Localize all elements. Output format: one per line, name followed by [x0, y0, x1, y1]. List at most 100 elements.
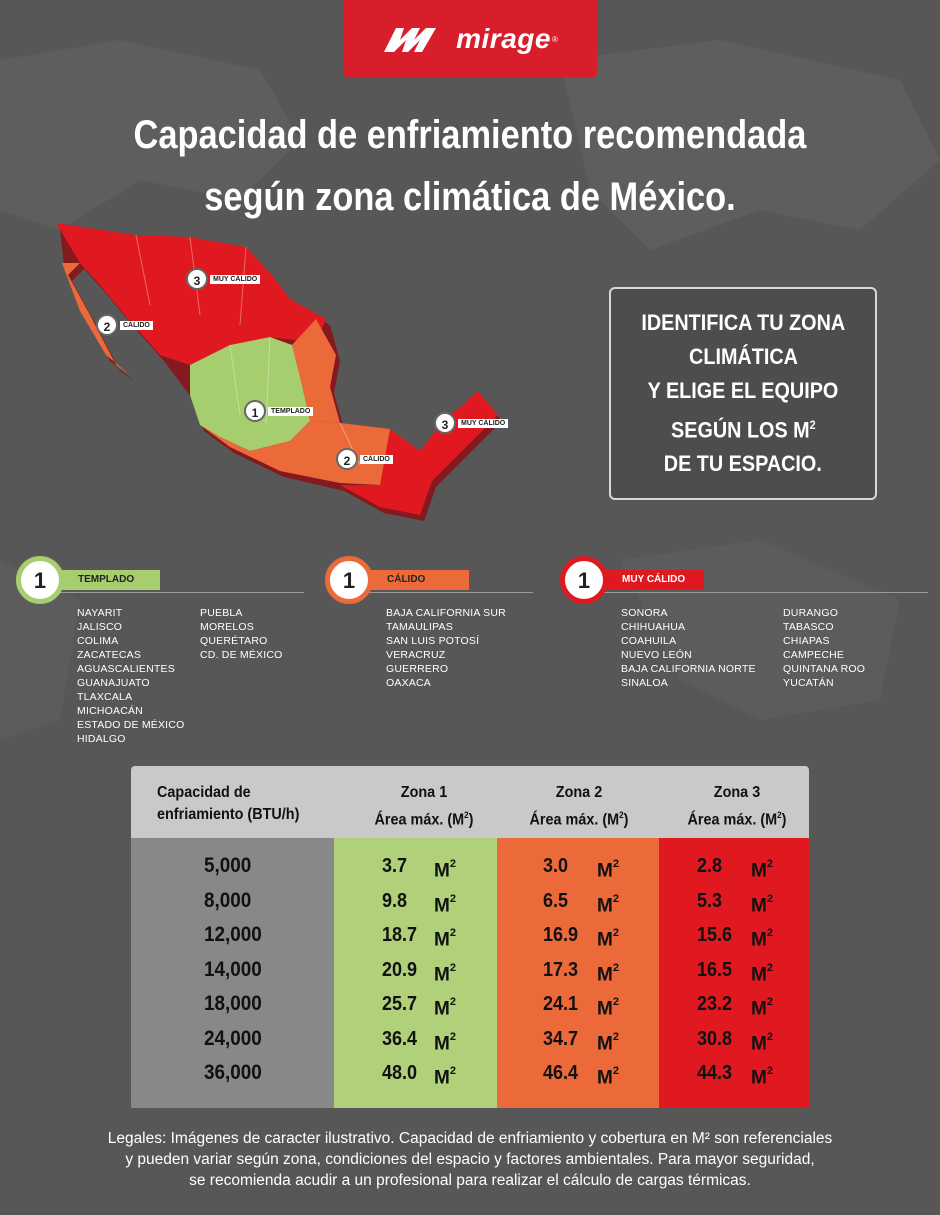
table-row: 25.7 M2	[334, 987, 497, 1021]
area-unit: M2	[434, 996, 456, 1020]
legend-states-col-1: BAJA CALIFORNIA SUR TAMAULIPAS SAN LUIS P…	[386, 607, 506, 689]
area-unit: M2	[434, 858, 456, 882]
map-pin-muy-calido-north[interactable]: 3 MUY CÁLIDO	[186, 268, 261, 290]
legend-zone-number: 1	[325, 556, 373, 604]
map-pin-label: MUY CÁLIDO	[210, 274, 261, 284]
area-value: 34.7	[543, 1027, 579, 1050]
map-pin-calido-south[interactable]: 2 CÁLIDO	[336, 448, 393, 470]
header-zone-2: Zona 2 Área máx. (M2)	[529, 784, 629, 829]
area-value: 48.0	[382, 1062, 418, 1084]
legend-states-col-2: DURANGO TABASCO CHIAPAS CAMPECHE QUINTANA …	[783, 607, 866, 689]
btu-value: 5,000	[204, 854, 252, 877]
column-zone-1: 3.7 M2 9.8 M2 18.7 M2 20.9 M2 25.7 M2 36.4 M2 48.0 M2	[334, 838, 497, 1108]
table-row: 18,000	[131, 987, 334, 1021]
legend-zone-number: 1	[16, 556, 64, 604]
btu-value: 24,000	[204, 1026, 262, 1050]
table-row: 5.3 M2	[659, 884, 809, 918]
area-value: 15.6	[697, 924, 733, 946]
area-unit: M2	[597, 892, 619, 916]
table-row: 44.3 M2	[659, 1056, 809, 1090]
legend-divider	[600, 592, 928, 593]
table-row: 48.0 M2	[334, 1056, 497, 1090]
legend-divider	[365, 592, 533, 593]
legend-zone-name: TEMPLADO	[56, 570, 160, 590]
map-pin-label: CÁLIDO	[120, 320, 153, 330]
map-pin-muy-calido-southeast[interactable]: 3 MUY CÁLIDO	[434, 412, 509, 434]
legal-disclaimer: Legales: Imágenes de caracter ilustrativ…	[30, 1128, 910, 1191]
map-pin-number: 1	[244, 400, 266, 422]
callout-line-2: CLIMÁTICA	[688, 343, 798, 369]
table-row: 14,000	[131, 953, 334, 987]
zone-calido-northeast	[292, 319, 340, 423]
header-zone-3: Zona 3 Área máx. (M2)	[687, 784, 787, 829]
capacity-table: Capacidad de enfriamiento (BTU/h) Zona 1…	[131, 766, 809, 1108]
area-value: 17.3	[543, 958, 579, 981]
table-row: 18.7 M2	[334, 918, 497, 952]
table-row: 23.2 M2	[659, 987, 809, 1021]
area-unit: M2	[751, 1065, 773, 1089]
table-header: Capacidad de enfriamiento (BTU/h) Zona 1…	[131, 766, 809, 838]
callout-line-3: Y ELIGE EL EQUIPO	[647, 377, 839, 403]
map-pin-templado[interactable]: 1 TEMPLADO	[244, 400, 314, 422]
table-row: 36,000	[131, 1056, 334, 1090]
area-value: 6.5	[543, 889, 569, 912]
legal-line-3: se recomienda acudir a un profesional pa…	[189, 1172, 751, 1189]
btu-value: 8,000	[204, 888, 252, 912]
legal-line-2: y pueden variar según zona, condiciones …	[125, 1151, 815, 1168]
table-row: 36.4 M2	[334, 1022, 497, 1056]
callout-line-1: IDENTIFICA TU ZONA	[641, 309, 845, 335]
page-title-line-1: Capacidad de enfriamiento recomendada	[133, 113, 807, 157]
btu-value: 14,000	[204, 957, 262, 981]
area-unit: M2	[434, 892, 456, 916]
table-row: 16.9 M2	[497, 918, 659, 952]
area-unit: M2	[434, 1030, 456, 1054]
page-title-line-2: según zona climática de México.	[204, 175, 736, 219]
legal-line-1: Legales: Imágenes de caracter ilustrativ…	[107, 1130, 833, 1147]
map-pin-label: TEMPLADO	[268, 406, 314, 416]
area-unit: M2	[597, 927, 619, 951]
mirage-logo-icon	[384, 28, 437, 52]
area-unit: M2	[597, 961, 619, 985]
zone-muy-calido-north	[56, 223, 326, 365]
map-pin-calido-baja[interactable]: 2 CÁLIDO	[96, 314, 153, 336]
btu-value: 18,000	[204, 992, 262, 1015]
table-row: 9.8 M2	[334, 884, 497, 918]
area-value: 23.2	[697, 993, 733, 1015]
btu-value: 36,000	[204, 1061, 262, 1084]
area-value: 3.0	[543, 855, 569, 877]
map-pin-number: 2	[96, 314, 118, 336]
map-pin-number: 3	[186, 268, 208, 290]
legend-muy-calido: MUY CÁLIDO 1 SONORA CHIHUAHUA COAHUILA NUE…	[560, 556, 930, 690]
area-unit: M2	[751, 1030, 773, 1054]
area-unit: M2	[751, 996, 773, 1020]
table-row: 15.6 M2	[659, 918, 809, 952]
legend-templado: TEMPLADO 1 NAYARIT JALISCO COLIMA ZACATECA…	[16, 556, 306, 746]
legend-divider	[56, 592, 304, 593]
legend-states-col-1: SONORA CHIHUAHUA COAHUILA NUEVO LEÓN BAJA …	[621, 607, 756, 689]
mexico-climate-map	[56, 223, 502, 521]
area-value: 16.9	[543, 924, 579, 946]
table-row: 8,000	[131, 884, 334, 918]
callout-line-5: DE TU ESPACIO.	[663, 451, 823, 477]
table-row: 2.8 M2	[659, 849, 809, 883]
legend-zone-number: 1	[560, 556, 608, 604]
area-value: 44.3	[697, 1062, 733, 1084]
map-pin-number: 2	[336, 448, 358, 470]
table-row: 3.7 M2	[334, 849, 497, 883]
brand-name: mirage	[456, 23, 551, 54]
area-value: 16.5	[697, 958, 733, 981]
area-value: 5.3	[697, 889, 723, 912]
area-unit: M2	[597, 1065, 619, 1089]
area-value: 3.7	[382, 855, 408, 877]
table-row: 46.4 M2	[497, 1056, 659, 1090]
area-unit: M2	[597, 996, 619, 1020]
brand-logo[interactable]: mirage ®	[343, 0, 597, 78]
map-pin-number: 3	[434, 412, 456, 434]
zone-calido-south	[200, 421, 420, 485]
area-value: 30.8	[697, 1027, 733, 1050]
btu-value: 12,000	[204, 923, 262, 946]
table-row: 24.1 M2	[497, 987, 659, 1021]
column-capacity: 5,000 8,000 12,000 14,000 18,000 24,000 36,000	[131, 838, 334, 1108]
area-unit: M2	[597, 1030, 619, 1054]
